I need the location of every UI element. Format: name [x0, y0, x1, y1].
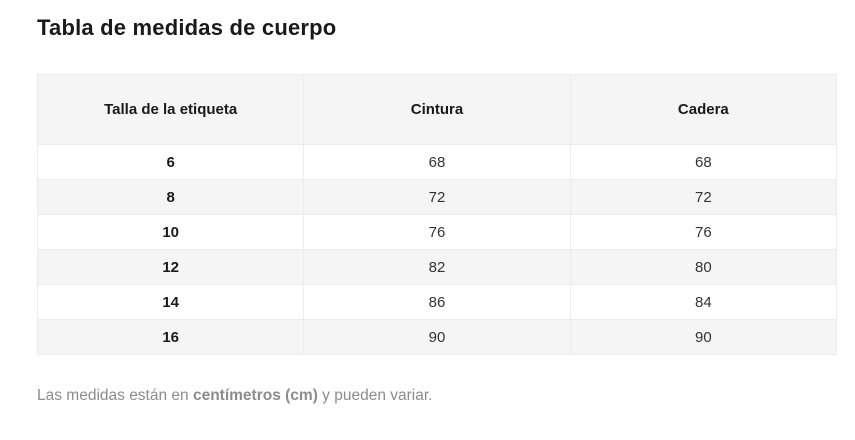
table-header-row: Talla de la etiqueta Cintura Cadera	[36, 74, 838, 145]
size-label-cell: 14	[36, 284, 305, 320]
table-row: 10 76 76	[36, 214, 838, 250]
measurement-cell: 72	[303, 179, 571, 215]
size-table-body: 6 68 68 8 72 72 10 76 76 12 82 80 14 86 84 16 90 90	[36, 144, 838, 355]
measurement-footnote: Las medidas están en centímetros (cm) y …	[37, 386, 837, 406]
table-row: 12 82 80	[36, 249, 838, 285]
column-header-label-size: Talla de la etiqueta	[36, 74, 305, 145]
column-header-hip: Cadera	[569, 74, 838, 145]
size-label-cell: 12	[36, 249, 305, 285]
measurement-cell: 72	[569, 179, 838, 215]
measurement-cell: 80	[569, 249, 838, 285]
table-row: 14 86 84	[36, 284, 838, 320]
footnote-suffix: y pueden variar.	[317, 387, 433, 404]
measurement-cell: 90	[569, 319, 838, 355]
size-chart-table: Talla de la etiqueta Cintura Cadera 6 68 6…	[36, 74, 838, 355]
footnote-prefix: Las medidas están en	[37, 387, 193, 404]
column-header-waist: Cintura	[303, 74, 571, 145]
table-row: 8 72 72	[36, 179, 838, 215]
measurement-cell: 86	[303, 284, 571, 320]
table-row: 16 90 90	[36, 319, 838, 355]
size-label-cell: 6	[36, 144, 305, 180]
table-header: Talla de la etiqueta Cintura Cadera	[36, 74, 838, 145]
measurement-cell: 68	[303, 144, 571, 180]
measurement-cell: 90	[303, 319, 571, 355]
size-label-cell: 16	[36, 319, 305, 355]
measurement-cell: 84	[569, 284, 838, 320]
table-row: 6 68 68	[36, 144, 838, 180]
measurement-cell: 76	[569, 214, 838, 250]
size-guide-page: Tabla de medidas de cuerpo Talla de la e…	[36, 15, 838, 406]
size-label-cell: 8	[36, 179, 305, 215]
measurement-cell: 82	[303, 249, 571, 285]
measurement-cell: 68	[569, 144, 838, 180]
footnote-emphasis: centímetros (cm)	[192, 387, 318, 404]
measurement-cell: 76	[303, 214, 571, 250]
size-label-cell: 10	[36, 214, 305, 250]
page-title: Tabla de medidas de cuerpo	[37, 15, 337, 40]
